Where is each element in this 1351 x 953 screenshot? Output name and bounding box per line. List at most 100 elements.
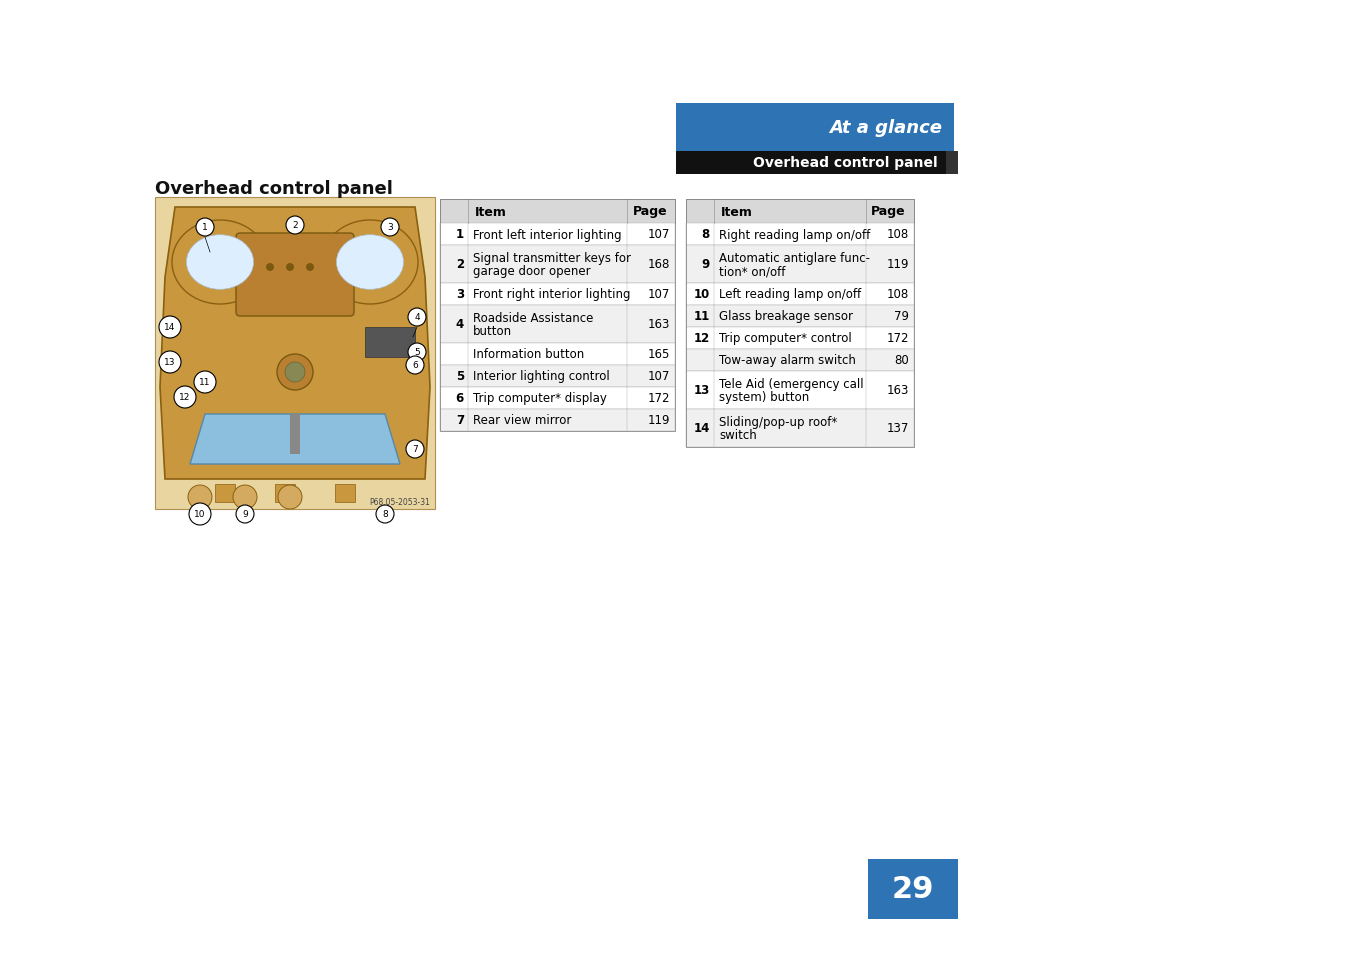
Bar [686,372,915,410]
Text: P68.05-2053-31: P68.05-2053-31 [369,497,430,506]
Text: Left reading lamp on/off: Left reading lamp on/off [719,288,861,301]
Bar [440,246,676,284]
Text: 172: 172 [886,333,909,345]
Text: Information button: Information button [473,348,584,361]
Text: Rear view mirror: Rear view mirror [473,414,571,427]
Bar [440,344,676,366]
FancyBboxPatch shape [236,233,354,316]
Bar [440,410,676,432]
Circle shape [286,216,304,234]
Text: Right reading lamp on/off: Right reading lamp on/off [719,229,870,241]
Circle shape [266,264,274,272]
Text: 108: 108 [886,288,909,301]
Text: Tele Aid (emergency call: Tele Aid (emergency call [719,377,863,390]
Bar [335,484,355,502]
Text: 8: 8 [382,510,388,519]
Text: 14: 14 [165,323,176,333]
Circle shape [236,505,254,523]
Circle shape [232,485,257,510]
Circle shape [277,355,313,391]
Text: 108: 108 [886,229,909,241]
Text: Automatic antiglare func-: Automatic antiglare func- [719,252,870,264]
Bar [440,306,676,344]
Text: Trip computer* display: Trip computer* display [473,392,607,405]
Ellipse shape [172,221,267,305]
Text: Item: Item [721,205,753,218]
Ellipse shape [322,221,417,305]
Bar [365,328,415,357]
Text: 107: 107 [647,370,670,383]
Text: Sliding/pop-up roof*: Sliding/pop-up roof* [719,416,838,428]
Circle shape [407,356,424,375]
Text: 9: 9 [242,510,247,519]
Bar [155,198,435,510]
Text: 168: 168 [647,258,670,272]
Bar [440,224,676,246]
Circle shape [278,485,303,510]
Polygon shape [159,208,430,479]
Text: Item: Item [476,205,507,218]
Text: 6: 6 [412,361,417,370]
Bar [686,284,915,306]
Text: 7: 7 [455,414,463,427]
Text: 12: 12 [694,333,711,345]
Bar [276,484,295,502]
Circle shape [195,372,216,394]
Text: 10: 10 [694,288,711,301]
Bar [290,415,300,455]
Circle shape [376,505,394,523]
Text: Signal transmitter keys for: Signal transmitter keys for [473,252,631,264]
Text: Front right interior lighting: Front right interior lighting [473,288,631,301]
Text: 8: 8 [701,229,711,241]
Bar [440,284,676,306]
Text: 1: 1 [455,229,463,241]
Text: Glass breakage sensor: Glass breakage sensor [719,310,852,323]
Text: Overhead control panel: Overhead control panel [754,156,938,171]
Text: garage door opener: garage door opener [473,265,590,278]
Text: 13: 13 [694,384,711,397]
Text: 10: 10 [195,510,205,519]
Text: Page: Page [871,205,907,218]
Bar [686,224,915,246]
Circle shape [407,440,424,458]
Bar [946,152,958,174]
Circle shape [159,316,181,338]
Bar [686,306,915,328]
Bar [686,246,915,284]
Bar [686,200,915,224]
Circle shape [174,387,196,409]
Bar [440,388,676,410]
Circle shape [159,352,181,374]
Text: 14: 14 [693,422,711,435]
Circle shape [408,309,426,327]
Text: Trip computer* control: Trip computer* control [719,333,851,345]
Ellipse shape [336,235,404,290]
Text: Tow-away alarm switch: Tow-away alarm switch [719,355,857,367]
Circle shape [196,219,213,236]
Text: tion* on/off: tion* on/off [719,265,785,278]
Text: 11: 11 [694,310,711,323]
Text: button: button [473,325,512,338]
Text: 165: 165 [647,348,670,361]
Circle shape [381,219,399,236]
Bar [440,200,676,432]
Bar [686,410,915,448]
Text: Overhead control panel: Overhead control panel [155,180,393,198]
Text: 80: 80 [894,355,909,367]
Text: 7: 7 [412,445,417,454]
Circle shape [188,485,212,510]
Bar [867,859,958,919]
Bar [440,200,676,224]
Text: 11: 11 [199,378,211,387]
Text: 9: 9 [701,258,711,272]
Circle shape [408,344,426,361]
Polygon shape [190,415,400,464]
Circle shape [285,363,305,382]
Text: At a glance: At a glance [830,119,942,137]
Text: 5: 5 [455,370,463,383]
Text: 163: 163 [647,318,670,331]
Text: 172: 172 [647,392,670,405]
Text: Interior lighting control: Interior lighting control [473,370,609,383]
Circle shape [189,503,211,525]
Text: 119: 119 [647,414,670,427]
